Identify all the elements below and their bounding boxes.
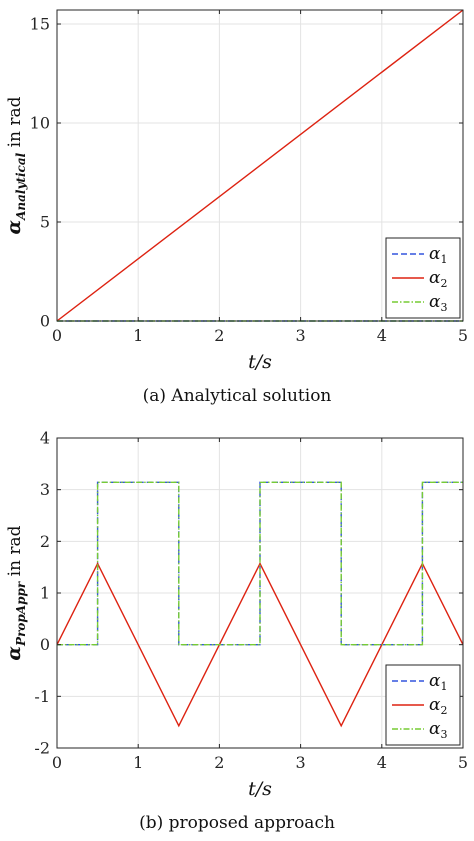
legend-label-subscript: 1: [440, 253, 447, 266]
y-tick-label: 1: [40, 584, 50, 603]
legend-label-symbol: α: [429, 292, 441, 312]
y-tick-label: 10: [30, 114, 50, 133]
y-tick-label: 4: [40, 429, 50, 448]
y-tick-label: 5: [40, 213, 50, 232]
legend-label-α2: α2: [429, 695, 447, 717]
legend-label-α3: α3: [429, 719, 447, 741]
legend-label-symbol: α: [429, 719, 441, 739]
legend-label-α1: α1: [429, 244, 447, 266]
legend-label-α1: α1: [429, 671, 447, 693]
series-line-α3: [57, 481, 463, 646]
y-tick-label: 2: [40, 532, 50, 551]
x-tick-label: 2: [214, 753, 224, 772]
legend-label-symbol: α: [429, 268, 441, 288]
x-tick-label: 4: [377, 753, 387, 772]
y-axis-label-symbol: α: [3, 646, 25, 661]
legend-label-symbol: α: [429, 671, 441, 691]
x-tick-label: 5: [458, 326, 468, 345]
y-axis-label-unit: in rad: [5, 525, 25, 581]
y-tick-label: -2: [34, 739, 50, 758]
x-tick-label: 4: [377, 326, 387, 345]
axes-box: [56, 9, 464, 322]
legend-label-symbol: α: [429, 244, 441, 264]
y-tick-label: 0: [40, 635, 50, 654]
legend-label-α3: α3: [429, 292, 447, 314]
y-tick-label: 3: [40, 480, 50, 499]
x-tick-label: 0: [52, 326, 62, 345]
y-axis-label-unit: in rad: [5, 96, 25, 152]
x-tick-label: 1: [133, 753, 143, 772]
y-tick-label: 0: [40, 312, 50, 331]
series-line-α2: [57, 9, 463, 322]
y-axis-label: αAnalytical in rad: [3, 96, 28, 234]
x-tick-label: 5: [458, 753, 468, 772]
x-axis-label: t/s: [248, 351, 272, 373]
y-tick-label: -1: [34, 687, 50, 706]
legend-label-symbol: α: [429, 695, 441, 715]
series-group: [57, 481, 463, 728]
y-axis-label-subscript: PropAppr: [14, 580, 28, 647]
legend-label-subscript: 3: [440, 301, 447, 314]
figure-caption: (a) Analytical solution: [143, 386, 332, 406]
x-axis-label: t/s: [248, 778, 272, 800]
y-axis-label-subscript: Analytical: [14, 152, 28, 221]
legend-label-subscript: 3: [440, 728, 447, 741]
legend-label-subscript: 2: [440, 277, 447, 290]
x-tick-label: 3: [296, 753, 306, 772]
legend-label-α2: α2: [429, 268, 447, 290]
x-tick-label: 1: [133, 326, 143, 345]
figure-caption: (b) proposed approach: [139, 813, 335, 833]
legend-label-subscript: 2: [440, 704, 447, 717]
x-tick-label: 3: [296, 326, 306, 345]
y-axis-label: αPropAppr in rad: [3, 525, 28, 660]
legend-label-subscript: 1: [440, 680, 447, 693]
y-tick-label: 15: [30, 15, 50, 34]
y-axis-label-symbol: α: [3, 220, 25, 235]
x-tick-label: 0: [52, 753, 62, 772]
x-tick-label: 2: [214, 326, 224, 345]
